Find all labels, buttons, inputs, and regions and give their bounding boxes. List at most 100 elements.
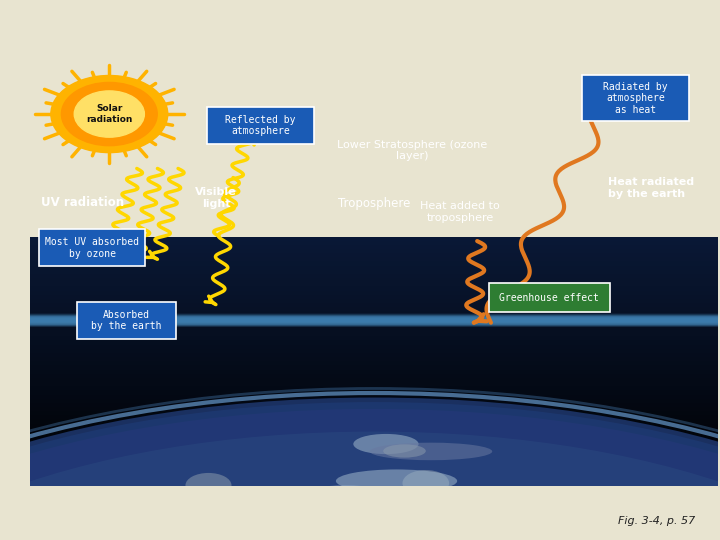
FancyBboxPatch shape bbox=[489, 283, 610, 313]
Bar bbox=[30, 357, 718, 361]
Bar bbox=[30, 313, 718, 321]
Bar bbox=[30, 386, 718, 390]
Ellipse shape bbox=[383, 444, 426, 457]
Bar bbox=[30, 345, 718, 349]
Bar bbox=[30, 436, 718, 440]
Bar bbox=[30, 315, 718, 323]
FancyBboxPatch shape bbox=[582, 76, 688, 121]
Bar bbox=[30, 428, 718, 432]
Bar bbox=[30, 241, 718, 245]
Ellipse shape bbox=[0, 402, 720, 540]
Bar bbox=[30, 316, 718, 324]
Bar bbox=[30, 320, 718, 324]
Bar bbox=[30, 395, 718, 399]
Bar bbox=[30, 253, 718, 258]
Circle shape bbox=[61, 83, 157, 146]
Bar bbox=[30, 315, 718, 320]
FancyBboxPatch shape bbox=[39, 230, 145, 266]
Bar bbox=[30, 319, 718, 327]
Bar bbox=[30, 318, 718, 326]
Bar bbox=[30, 378, 718, 382]
Bar bbox=[30, 295, 718, 299]
Ellipse shape bbox=[304, 485, 387, 495]
Bar bbox=[30, 461, 718, 465]
Bar bbox=[30, 270, 718, 274]
Bar bbox=[30, 432, 718, 436]
Bar bbox=[30, 245, 718, 249]
Bar bbox=[30, 319, 718, 327]
Bar bbox=[30, 315, 718, 323]
Bar bbox=[30, 257, 718, 261]
Bar bbox=[30, 291, 718, 295]
Ellipse shape bbox=[402, 470, 449, 496]
Bar bbox=[30, 324, 718, 328]
Text: Greenhouse effect: Greenhouse effect bbox=[500, 293, 599, 303]
Bar bbox=[30, 274, 718, 278]
Bar bbox=[30, 390, 718, 395]
Bar bbox=[30, 278, 718, 282]
Bar bbox=[30, 465, 718, 469]
Bar bbox=[30, 369, 718, 374]
Bar bbox=[30, 286, 718, 291]
Bar bbox=[30, 282, 718, 286]
Bar bbox=[30, 336, 718, 341]
Bar bbox=[30, 318, 718, 326]
Bar bbox=[30, 349, 718, 353]
Bar bbox=[30, 453, 718, 457]
Bar bbox=[30, 341, 718, 345]
Bar bbox=[30, 366, 718, 369]
Bar bbox=[30, 237, 718, 241]
Bar bbox=[30, 315, 718, 323]
Ellipse shape bbox=[186, 473, 232, 498]
Bar bbox=[30, 319, 718, 327]
Bar bbox=[30, 317, 718, 325]
Bar bbox=[30, 415, 718, 420]
Bar bbox=[30, 316, 718, 325]
Bar bbox=[30, 361, 718, 366]
Text: Solar
radiation: Solar radiation bbox=[86, 104, 132, 124]
Ellipse shape bbox=[0, 397, 720, 540]
Bar bbox=[30, 411, 718, 415]
Ellipse shape bbox=[0, 409, 720, 540]
Bar bbox=[30, 407, 718, 411]
Text: Fig. 3-4, p. 57: Fig. 3-4, p. 57 bbox=[618, 516, 695, 526]
Bar bbox=[30, 307, 718, 312]
Bar bbox=[30, 382, 718, 386]
Bar bbox=[30, 374, 718, 378]
Bar bbox=[30, 266, 718, 270]
Bar bbox=[30, 299, 718, 303]
Text: Radiated by
atmosphere
as heat: Radiated by atmosphere as heat bbox=[603, 82, 667, 115]
Text: Troposphere: Troposphere bbox=[338, 197, 410, 210]
Circle shape bbox=[74, 91, 145, 137]
Bar bbox=[30, 482, 718, 486]
Bar bbox=[30, 403, 718, 407]
Ellipse shape bbox=[336, 469, 457, 492]
Bar bbox=[30, 328, 718, 332]
Bar bbox=[30, 314, 718, 322]
Bar bbox=[30, 423, 718, 428]
Bar bbox=[30, 474, 718, 478]
FancyBboxPatch shape bbox=[207, 107, 314, 144]
Text: Visible
light: Visible light bbox=[195, 187, 237, 209]
Text: Lower Stratosphere (ozone
layer): Lower Stratosphere (ozone layer) bbox=[337, 140, 487, 161]
Ellipse shape bbox=[370, 443, 492, 460]
Text: Reflected by
atmosphere: Reflected by atmosphere bbox=[225, 114, 296, 136]
Bar bbox=[30, 316, 718, 325]
Circle shape bbox=[51, 76, 168, 153]
Bar bbox=[30, 444, 718, 449]
Bar bbox=[30, 316, 718, 324]
Text: Most UV absorbed
by ozone: Most UV absorbed by ozone bbox=[45, 237, 139, 259]
Text: UV radiation: UV radiation bbox=[40, 196, 124, 209]
Bar bbox=[30, 399, 718, 403]
Bar bbox=[30, 420, 718, 423]
Bar bbox=[30, 353, 718, 357]
Bar bbox=[30, 457, 718, 461]
Bar bbox=[30, 440, 718, 444]
Ellipse shape bbox=[354, 434, 418, 454]
Text: Absorbed
by the earth: Absorbed by the earth bbox=[91, 309, 162, 331]
Ellipse shape bbox=[523, 498, 647, 519]
Bar bbox=[30, 303, 718, 307]
Bar bbox=[30, 314, 718, 322]
Bar bbox=[30, 261, 718, 266]
Bar bbox=[30, 249, 718, 253]
